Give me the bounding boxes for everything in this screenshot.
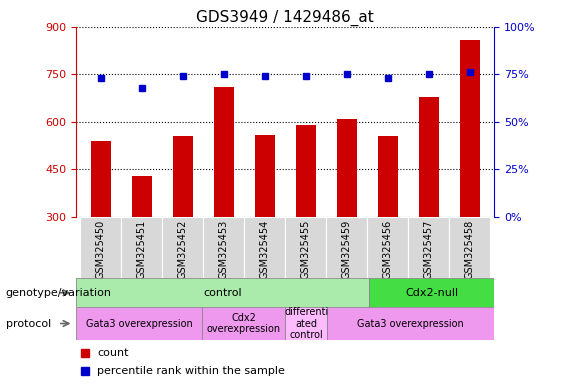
Title: GDS3949 / 1429486_at: GDS3949 / 1429486_at: [197, 9, 374, 25]
Bar: [377, 136, 398, 312]
Bar: [244, 217, 285, 278]
Bar: [172, 136, 193, 312]
Text: count: count: [97, 348, 129, 358]
Text: GSM325451: GSM325451: [137, 220, 147, 279]
Bar: [367, 217, 408, 278]
Bar: [449, 217, 490, 278]
Text: GSM325459: GSM325459: [342, 220, 352, 279]
Bar: [90, 141, 111, 312]
Bar: [337, 119, 357, 312]
Text: GSM325452: GSM325452: [178, 220, 188, 280]
Bar: [327, 217, 367, 278]
Bar: [162, 217, 203, 278]
Text: GSM325457: GSM325457: [424, 220, 434, 280]
Bar: [285, 217, 327, 278]
Text: GSM325456: GSM325456: [383, 220, 393, 279]
Bar: [285, 307, 327, 340]
Bar: [459, 40, 480, 312]
Text: Cdx2-null: Cdx2-null: [405, 288, 458, 298]
Bar: [255, 135, 275, 312]
Bar: [80, 217, 121, 278]
Text: GSM325453: GSM325453: [219, 220, 229, 279]
Text: percentile rank within the sample: percentile rank within the sample: [97, 366, 285, 376]
Bar: [295, 125, 316, 312]
Text: differenti
ated
control: differenti ated control: [284, 307, 328, 340]
Text: Gata3 overexpression: Gata3 overexpression: [358, 318, 464, 329]
Text: genotype/variation: genotype/variation: [6, 288, 112, 298]
Text: GSM325450: GSM325450: [96, 220, 106, 279]
Bar: [121, 217, 162, 278]
Bar: [76, 278, 369, 307]
Bar: [202, 307, 285, 340]
Bar: [203, 217, 244, 278]
Bar: [419, 97, 439, 312]
Bar: [76, 307, 202, 340]
Text: Cdx2
overexpression: Cdx2 overexpression: [206, 313, 281, 334]
Bar: [327, 307, 494, 340]
Bar: [214, 87, 234, 312]
Text: GSM325454: GSM325454: [260, 220, 270, 279]
Bar: [132, 176, 152, 312]
Bar: [408, 217, 449, 278]
Bar: [369, 278, 494, 307]
Text: protocol: protocol: [6, 318, 51, 329]
Text: GSM325455: GSM325455: [301, 220, 311, 280]
Text: GSM325458: GSM325458: [465, 220, 475, 279]
Text: control: control: [203, 288, 242, 298]
Text: Gata3 overexpression: Gata3 overexpression: [86, 318, 192, 329]
